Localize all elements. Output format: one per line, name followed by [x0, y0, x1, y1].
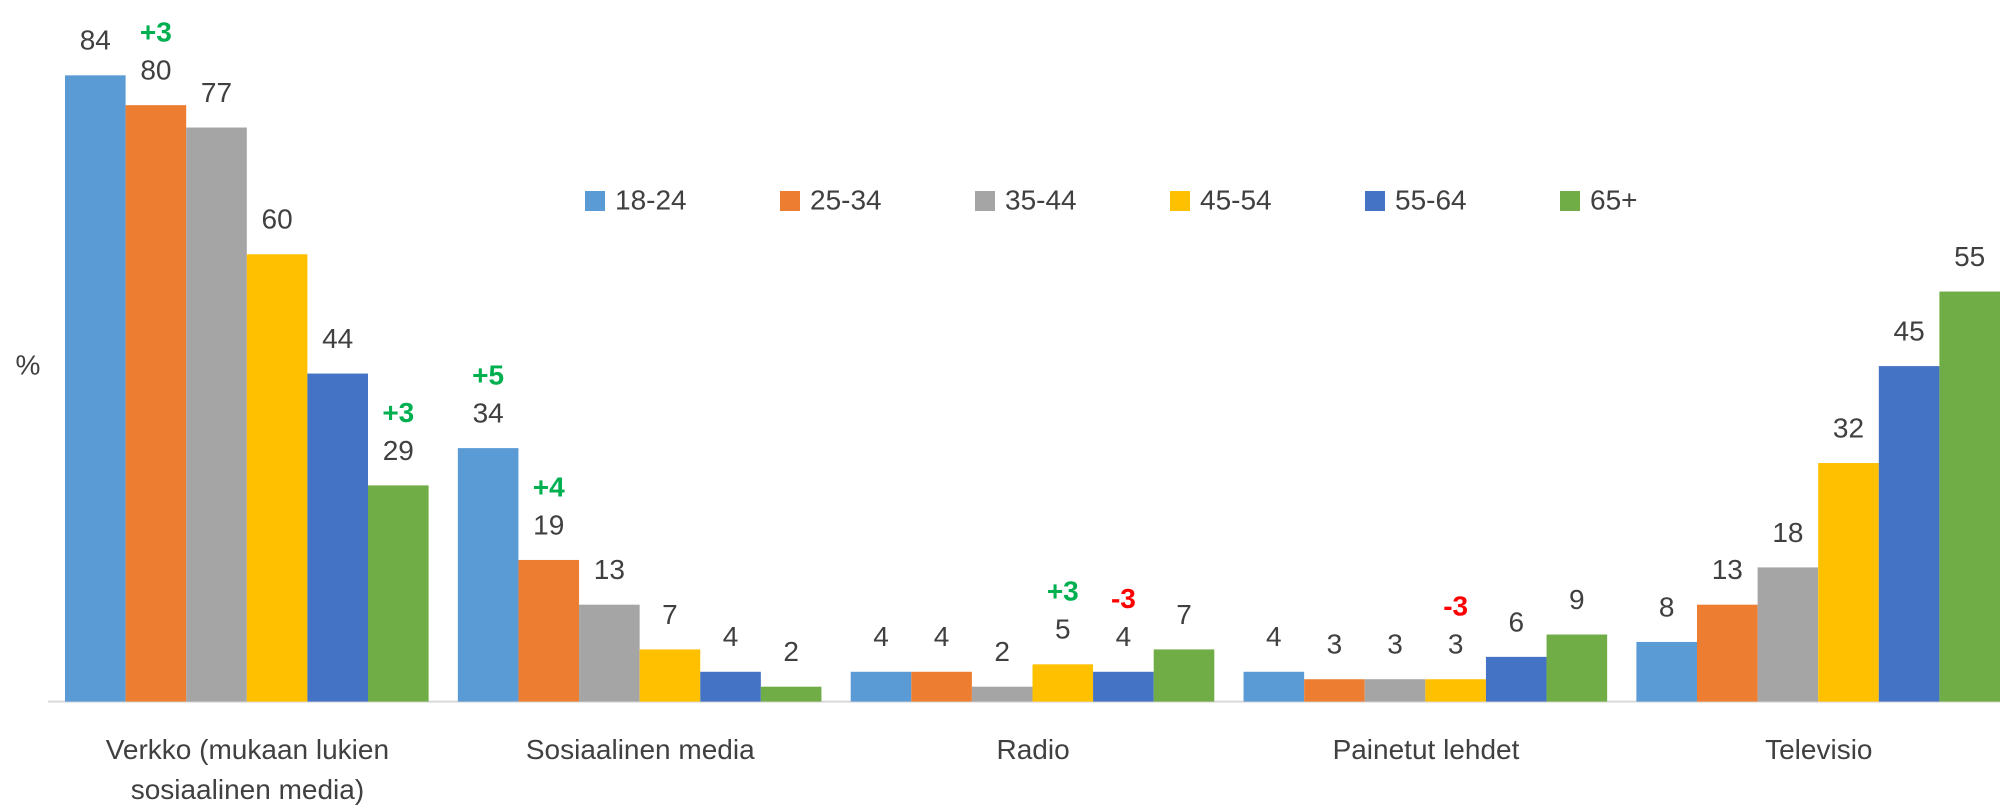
value-label: 32 [1833, 412, 1864, 443]
x-tick-label: Radio [996, 734, 1070, 765]
bar [457, 448, 519, 702]
legend-swatch [1170, 191, 1190, 211]
bar [1878, 366, 1940, 702]
value-label: 84 [80, 25, 111, 56]
value-label: 80 [140, 55, 171, 86]
bar [971, 686, 1033, 702]
bar [1304, 679, 1365, 702]
change-label: -3 [1443, 591, 1468, 622]
change-label: +5 [472, 360, 504, 391]
x-tick-label: Painetut lehdet [1332, 734, 1520, 765]
value-label: 6 [1508, 606, 1524, 637]
value-label: 4 [1116, 621, 1132, 652]
legend-swatch [585, 191, 605, 211]
value-label: 8 [1659, 591, 1675, 622]
bar [1939, 291, 2000, 702]
bar [579, 604, 640, 702]
value-label: 13 [1712, 554, 1743, 585]
value-label: 77 [201, 77, 232, 108]
legend-label: 25-34 [810, 184, 882, 215]
bar [1485, 656, 1547, 702]
legend-label: 65+ [1590, 184, 1638, 215]
bar [850, 671, 912, 702]
bar [1697, 604, 1758, 702]
bar [65, 75, 126, 702]
legend-label: 45-54 [1200, 184, 1272, 215]
value-label: 3 [1448, 629, 1464, 660]
change-label: +3 [140, 17, 172, 48]
value-label: 3 [1327, 629, 1343, 660]
legend-swatch [1365, 191, 1385, 211]
value-label: 7 [1176, 599, 1192, 630]
bar [1364, 679, 1426, 702]
bar [1032, 664, 1094, 702]
bar [760, 686, 822, 702]
value-label: 29 [383, 435, 414, 466]
x-tick-label: Verkko (mukaan lukien sosiaalinen media) [105, 734, 390, 805]
bar [246, 254, 308, 702]
change-label: +3 [382, 397, 414, 428]
bar [1757, 567, 1819, 702]
y-axis-label: % [16, 349, 41, 380]
bar [1425, 679, 1486, 702]
legend-label: 35-44 [1005, 184, 1077, 215]
value-label: 18 [1772, 517, 1803, 548]
legend-label: 18-24 [615, 184, 687, 215]
value-label: 2 [783, 636, 799, 667]
value-label: 5 [1055, 614, 1071, 645]
x-tick-label: Sosiaalinen media [525, 734, 755, 765]
value-label: 4 [873, 621, 889, 652]
bar [1818, 463, 1879, 702]
bar [1636, 641, 1697, 702]
legend-swatch [975, 191, 995, 211]
bar [125, 105, 187, 702]
value-label: 55 [1954, 241, 1985, 272]
bar [1093, 671, 1154, 702]
bar [186, 127, 247, 702]
bar [1546, 634, 1608, 702]
bar [700, 671, 761, 702]
value-label: 7 [662, 599, 678, 630]
value-label: 4 [723, 621, 739, 652]
x-tick-label: Televisio [1765, 734, 1873, 765]
bar [911, 671, 972, 702]
value-label: 45 [1894, 315, 1925, 346]
legend-swatch [780, 191, 800, 211]
bar [1153, 649, 1215, 702]
value-label: 3 [1387, 629, 1403, 660]
value-label: 4 [1266, 621, 1282, 652]
value-label: 4 [934, 621, 950, 652]
bar [1243, 671, 1305, 702]
bar [368, 485, 429, 702]
value-label: 19 [533, 509, 564, 540]
value-label: 2 [994, 636, 1010, 667]
value-label: 13 [594, 554, 625, 585]
bar [639, 649, 701, 702]
change-label: +4 [533, 471, 565, 502]
value-label: 34 [473, 398, 504, 429]
change-label: +3 [1047, 576, 1079, 607]
bar [518, 559, 580, 702]
legend-swatch [1560, 191, 1580, 211]
legend-label: 55-64 [1395, 184, 1467, 215]
bar [307, 373, 368, 702]
change-label: -3 [1111, 583, 1136, 614]
value-label: 9 [1569, 584, 1585, 615]
value-label: 44 [322, 323, 353, 354]
value-label: 60 [262, 204, 293, 235]
